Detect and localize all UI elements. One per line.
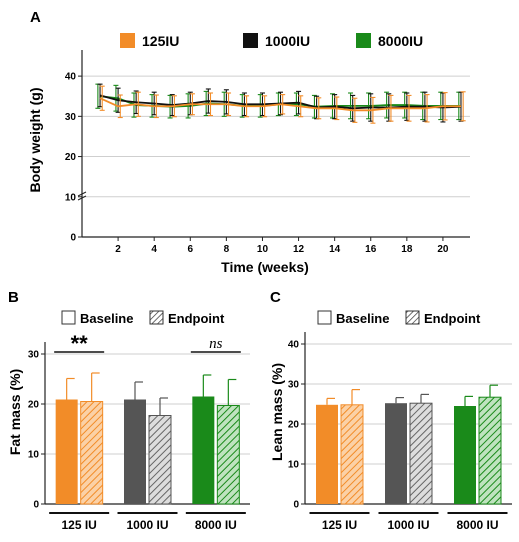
- legend-swatch: [356, 33, 371, 48]
- axes-b: [44, 342, 250, 505]
- bar-endpoint: [148, 415, 172, 505]
- y-tick-label: 0: [293, 500, 299, 511]
- category-label: 1000 IU: [387, 518, 429, 532]
- bar-baseline: [124, 399, 146, 504]
- panel-c: C 0 10 20 30 40 Baseline Endpoint 125 IU 1000 …: [269, 289, 512, 532]
- y-tick-label-a: 20: [65, 152, 77, 163]
- panel-label-b: B: [8, 289, 19, 306]
- legend-swatch-endpoint: [405, 310, 420, 325]
- x-tick-label-a: 16: [365, 244, 377, 255]
- bar-endpoint: [80, 401, 104, 505]
- legend-b: Baseline Endpoint: [61, 310, 225, 326]
- legend-label: 1000IU: [265, 33, 310, 49]
- x-tick-label-a: 8: [224, 244, 230, 255]
- bar-baseline: [55, 399, 78, 504]
- y-tick-label: 10: [288, 460, 300, 471]
- bars-b: [55, 372, 240, 505]
- legend-label-baseline: Baseline: [80, 311, 133, 326]
- y-tick-label: 10: [28, 450, 40, 461]
- legend-swatch-baseline: [61, 310, 76, 325]
- panel-a: A 0 10 20 30 40 2 4 6 8 10 12 14 16 18 20 125IU 1000IU 8…: [27, 9, 470, 275]
- series-125iu: [99, 85, 466, 124]
- category-label: 125 IU: [322, 518, 357, 532]
- panel-b: B 0 10 20 30 Baseline Endpoint ** ns 125 IU 10…: [7, 289, 250, 532]
- bar-group-8000-iu: [192, 374, 240, 505]
- bar-baseline: [454, 406, 476, 504]
- ticks-b: 0 10 20 30: [28, 350, 45, 511]
- x-axis-title-a: Time (weeks): [221, 259, 309, 275]
- x-tick-label-a: 4: [151, 244, 157, 255]
- panel-label-a: A: [30, 9, 41, 26]
- legend-c: Baseline Endpoint: [317, 310, 481, 326]
- y-axis-title-b: Fat mass (%): [7, 369, 23, 455]
- bar-endpoint: [340, 404, 364, 505]
- x-tick-label-a: 20: [437, 244, 449, 255]
- x-tick-label-a: 14: [329, 244, 341, 255]
- axes-a: [77, 50, 470, 238]
- legend-a: 125IU 1000IU 8000IU: [120, 33, 423, 49]
- ticks-a: 0 10 20 30 40 2 4 6 8 10 12 14 16 18 20: [65, 72, 449, 255]
- axes-c: [304, 332, 512, 505]
- legend-swatch: [243, 33, 258, 48]
- y-tick-label: 30: [28, 350, 40, 361]
- bar-endpoint: [478, 396, 502, 505]
- y-tick-label: 40: [288, 340, 300, 351]
- series-1000iu: [97, 83, 464, 123]
- grid-c: [305, 343, 512, 465]
- bar-group-125-iu: [55, 372, 104, 505]
- y-tick-label: 20: [28, 400, 40, 411]
- bar-endpoint: [409, 402, 433, 505]
- annotations-b: ** ns: [54, 331, 241, 356]
- panel-label-c: C: [270, 289, 281, 306]
- bar-baseline: [192, 396, 215, 504]
- y-tick-label-a: 30: [65, 112, 77, 123]
- y-tick-label: 30: [288, 380, 300, 391]
- bar-group-1000-iu: [385, 393, 433, 505]
- categories-c: 125 IU 1000 IU 8000 IU: [309, 512, 508, 532]
- ticks-c: 0 10 20 30 40: [288, 340, 305, 511]
- category-label: 8000 IU: [195, 518, 237, 532]
- legend-swatch-baseline: [317, 310, 332, 325]
- y-tick-label-a: 10: [65, 192, 77, 203]
- y-tick-label-a: 40: [65, 72, 77, 83]
- bar-baseline: [385, 403, 407, 504]
- x-tick-label-a: 10: [257, 244, 269, 255]
- x-tick-label-a: 12: [293, 244, 305, 255]
- bars-c: [316, 384, 502, 505]
- x-tick-label-a: 18: [401, 244, 413, 255]
- significance-stars: **: [71, 331, 89, 356]
- bar-baseline: [316, 404, 338, 504]
- series-line: [99, 97, 461, 112]
- categories-b: 125 IU 1000 IU 8000 IU: [49, 512, 246, 532]
- axis-break-a: [77, 191, 87, 197]
- category-label: 8000 IU: [456, 518, 498, 532]
- legend-label: 8000IU: [378, 33, 423, 49]
- grid-a: [82, 75, 470, 198]
- legend-label-endpoint: Endpoint: [168, 311, 225, 326]
- category-label: 125 IU: [61, 518, 96, 532]
- legend-label-endpoint: Endpoint: [424, 311, 481, 326]
- legend-swatch: [120, 33, 135, 48]
- grid-b: [45, 353, 250, 455]
- axis-break-a: [77, 195, 87, 201]
- legend-swatch-endpoint: [149, 310, 164, 325]
- series-a: [95, 83, 466, 124]
- bar-group-1000-iu: [124, 381, 172, 505]
- legend-label-baseline: Baseline: [336, 311, 389, 326]
- y-axis-title-a: Body weight (g): [27, 88, 43, 193]
- y-tick-label: 0: [33, 500, 39, 511]
- category-label: 1000 IU: [126, 518, 168, 532]
- y-tick-label: 20: [288, 420, 300, 431]
- legend-label: 125IU: [142, 33, 179, 49]
- bar-group-125-iu: [316, 389, 364, 505]
- x-tick-label-a: 2: [115, 244, 121, 255]
- ns-annotation: ns: [209, 336, 223, 352]
- bar-endpoint: [216, 405, 240, 505]
- y-axis-title-c: Lean mass (%): [269, 363, 285, 461]
- bar-group-8000-iu: [454, 384, 502, 505]
- x-tick-label-a: 6: [187, 244, 193, 255]
- y-tick-label-a: 0: [70, 233, 76, 244]
